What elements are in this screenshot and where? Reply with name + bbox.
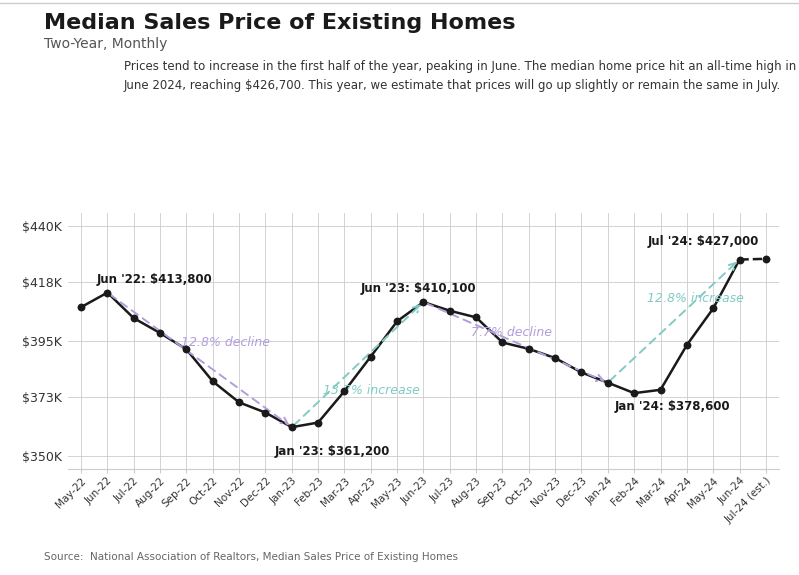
Point (681, 340, 694, 350)
Point (496, 338, 509, 347)
Point (628, 389, 641, 398)
Text: 13.7% increase: 13.7% increase (324, 385, 420, 397)
Text: Jan '24: $378,600: Jan '24: $378,600 (614, 400, 730, 413)
Point (707, 304, 720, 313)
Point (760, 254, 773, 263)
Text: Two-Year, Monthly: Two-Year, Monthly (44, 37, 167, 51)
Text: Jan '23: $361,200: Jan '23: $361,200 (275, 445, 391, 458)
Point (443, 306, 456, 315)
Point (153, 328, 166, 338)
Point (417, 297, 430, 306)
Point (654, 385, 667, 394)
Point (74, 302, 87, 312)
Text: 12.8% decline: 12.8% decline (181, 336, 270, 349)
Point (733, 255, 746, 264)
Text: Median Sales Price of Existing Homes: Median Sales Price of Existing Homes (44, 13, 515, 33)
Point (602, 378, 614, 387)
Point (575, 368, 588, 377)
Point (364, 352, 377, 361)
Point (523, 344, 535, 354)
Point (312, 418, 324, 427)
Point (206, 377, 219, 386)
Text: Prices tend to increase in the first half of the year, peaking in June. The medi: Prices tend to increase in the first hal… (124, 60, 796, 93)
Text: Jun '23: $410,100: Jun '23: $410,100 (361, 282, 476, 296)
Point (233, 398, 245, 407)
Point (338, 386, 351, 396)
Point (470, 313, 483, 322)
Text: 12.8% increase: 12.8% increase (647, 292, 744, 305)
Point (549, 354, 562, 363)
Point (259, 408, 272, 417)
Point (127, 313, 140, 323)
Text: Source:  National Association of Realtors, Median Sales Price of Existing Homes: Source: National Association of Realtors… (44, 553, 458, 562)
Point (285, 423, 298, 432)
Text: Jun '22: $413,800: Jun '22: $413,800 (97, 273, 212, 286)
Text: 7.7% decline: 7.7% decline (471, 325, 552, 339)
Point (180, 345, 193, 354)
Text: Jul '24: $427,000: Jul '24: $427,000 (648, 235, 759, 248)
Point (101, 288, 113, 297)
Point (391, 317, 403, 326)
